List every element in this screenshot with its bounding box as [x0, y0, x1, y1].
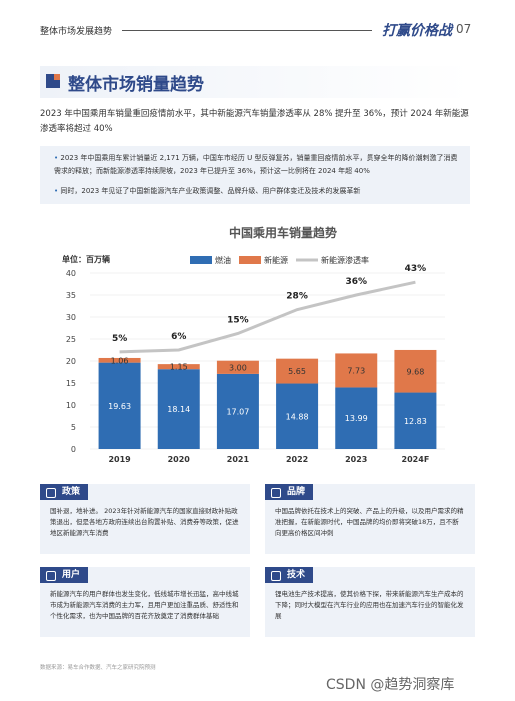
line — [119, 280, 416, 354]
box-text: 锂电池生产技术提高，使其价格下探，带来新能源汽车生产成本的下降；同时大模型在汽车… — [275, 590, 464, 620]
y-tick-label: 20 — [66, 357, 76, 366]
rate-label: 5% — [112, 334, 127, 344]
x-tick-label: 2023 — [345, 455, 367, 464]
legend-label: 燃油 — [215, 255, 231, 265]
rate-label: 15% — [227, 316, 249, 326]
bar — [335, 353, 378, 388]
box-text: 新能源汽车的用户群体也发生变化，低线城市增长迅猛，高中线城市成为新能源汽车消费的… — [50, 590, 239, 620]
x-tick-label: 2019 — [108, 455, 131, 464]
page-title: 整体市场销量趋势 — [68, 75, 204, 95]
y-tick-label: 0 — [71, 445, 76, 454]
box-text: 中国品牌依托在技术上的突破、产品上的升级，以及用户需求的精准把握，在新能源时代，… — [275, 507, 464, 537]
value-label: 1.06 — [111, 356, 129, 365]
chart: 中国乘用车销量趋势 单位：百万辆 0 5 10 15 20 25 30 35 40 燃油 新能源 新能… — [62, 225, 445, 464]
y-tick-label: 35 — [66, 291, 76, 300]
bar — [216, 373, 259, 449]
x-tick-label: 2021 — [227, 455, 250, 464]
legend-label: 新能源 — [264, 255, 288, 265]
x-tick-label: 2024F — [402, 455, 430, 464]
watermark: CSDN @趋势洞察库 — [326, 677, 455, 693]
x-tick-label: 2022 — [286, 455, 308, 464]
y-axis-label: 单位：百万辆 — [62, 254, 110, 264]
header-rule — [122, 30, 372, 31]
y-tick-label: 15 — [66, 379, 76, 388]
rate-label: 36% — [345, 277, 367, 287]
box-title: 技术 — [265, 567, 314, 583]
box-title: 用户 — [40, 567, 89, 583]
bar — [157, 364, 200, 370]
bar — [157, 369, 200, 449]
info-box: 用户新能源汽车的用户群体也发生变化，低线城市增长迅猛，高中线城市成为新能源汽车消… — [40, 567, 250, 637]
section-label: 整体市场发展趋势 — [40, 27, 113, 37]
value-label: 13.99 — [345, 414, 368, 423]
y-tick-label: 25 — [66, 335, 76, 344]
box-title: 政策 — [40, 484, 89, 500]
title-band — [40, 66, 470, 98]
intro: 2023 年中国乘用车销量重回疫情前水平，其中新能源汽车销量渗透率从 28% 提… — [40, 109, 469, 134]
y-tick-label: 10 — [66, 401, 76, 410]
info-box: 技术锂电池生产技术提高，使其价格下探，带来新能源汽车生产成本的下降；同时大模型在… — [265, 567, 475, 637]
bar — [98, 362, 141, 449]
bullet-text: 同时，2023 年见证了中国新能源汽车产业政策调整、品牌升级、用户群体变迁及技术… — [60, 187, 361, 195]
value-label: 5.65 — [288, 367, 306, 376]
info-box: 政策国补退，地补进。 2023年针对新能源汽车的国家直接财政补贴政策退出，但是各… — [40, 484, 250, 554]
bullet-text: 2023 年中国乘用车累计销量近 2,171 万辆，中国车市经历 U 型反弹复苏… — [54, 154, 458, 175]
legend-label: 新能源渗透率 — [321, 255, 369, 265]
x-tick-label: 2020 — [168, 455, 191, 464]
bullet: • 同时，2023 年见证了中国新能源汽车产业政策调整、品牌升级、用户群体变迁及… — [54, 187, 361, 195]
value-label: 14.88 — [286, 412, 309, 421]
bar — [98, 357, 141, 363]
bar — [394, 392, 437, 449]
brand-logo: 打赢价格战 — [382, 23, 452, 39]
y-tick-label: 40 — [66, 269, 76, 278]
bullet: • 2023 年中国乘用车累计销量近 2,171 万辆，中国车市经历 U 型反弹… — [54, 154, 458, 175]
box-title: 品牌 — [265, 484, 314, 500]
info-box: 品牌中国品牌依托在技术上的突破、产品上的升级，以及用户需求的精准把握，在新能源时… — [265, 484, 475, 554]
rate-label: 43% — [405, 264, 427, 274]
bar — [276, 358, 319, 384]
bar — [276, 383, 319, 449]
chart-title: 中国乘用车销量趋势 — [229, 225, 337, 240]
bar — [394, 349, 437, 393]
title-icon — [46, 74, 60, 88]
value-label: 18.14 — [167, 405, 190, 414]
box-text: 国补退，地补进。 2023年针对新能源汽车的国家直接财政补贴政策退出，但是各地方… — [50, 507, 239, 537]
value-label: 3.00 — [229, 363, 247, 372]
value-label: 7.73 — [347, 366, 365, 375]
legend-swatch — [190, 256, 212, 264]
value-label: 17.07 — [226, 407, 249, 416]
rate-label: 6% — [171, 332, 186, 342]
value-label: 12.83 — [404, 417, 427, 426]
bar — [335, 387, 378, 449]
y-tick-label: 30 — [66, 313, 76, 322]
bullet-box: • 2023 年中国乘用车累计销量近 2,171 万辆，中国车市经历 U 型反弹… — [40, 146, 470, 204]
y-tick-label: 5 — [71, 423, 76, 432]
source: 数据来源：易车合作数据、汽车之家研究院预测 — [40, 665, 156, 671]
rate-label: 28% — [286, 292, 308, 302]
page-number: 07 — [456, 22, 472, 36]
value-label: 1.15 — [170, 363, 188, 372]
legend-swatch — [239, 256, 261, 264]
bar — [216, 360, 259, 374]
value-label: 19.63 — [108, 402, 131, 411]
value-label: 9.68 — [407, 367, 425, 376]
